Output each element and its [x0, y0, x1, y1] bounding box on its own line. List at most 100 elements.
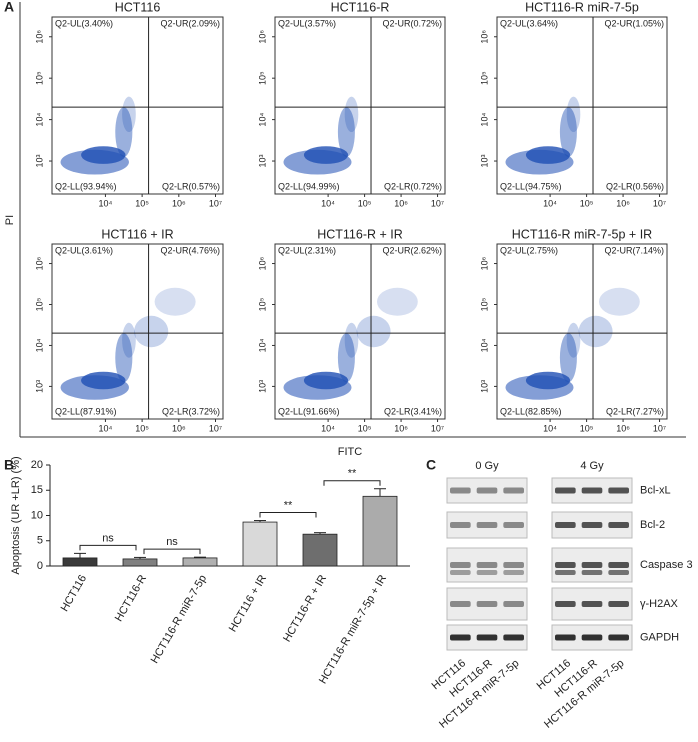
group-label: 4 Gy — [580, 460, 604, 472]
quadrant-label: Q2-LL(93.94%) — [55, 181, 117, 191]
x-tick-label: 10⁷ — [653, 198, 666, 208]
cell-density — [559, 107, 577, 157]
x-tick-label: 10⁴ — [321, 423, 335, 433]
y-tick-label: 10³ — [257, 380, 267, 393]
significance-label: ** — [348, 468, 357, 480]
cell-density — [115, 333, 133, 383]
plot-title: HCT116-R miR-7-5p — [525, 0, 639, 14]
y-tick-label: 10⁶ — [257, 30, 267, 44]
blot-band — [476, 570, 498, 575]
blot-band — [503, 562, 524, 568]
significance-label: ns — [102, 532, 114, 544]
x-tick-label: 10⁶ — [394, 198, 408, 208]
x-tick-label: HCT116-R — [113, 573, 149, 624]
y-tick-label: 0 — [37, 560, 43, 572]
blot-band — [608, 570, 629, 575]
quadrant-label: Q2-UL(3.40%) — [55, 18, 113, 28]
blot-band — [555, 634, 576, 641]
y-tick-label: 10⁴ — [34, 113, 44, 127]
blot-band — [503, 634, 524, 641]
x-tick-label: 10⁷ — [431, 198, 444, 208]
quadrant-label: Q2-UL(3.61%) — [55, 245, 113, 255]
blot-band — [450, 634, 471, 641]
blot-band — [581, 562, 603, 568]
quadrant-label: Q2-LR(0.56%) — [606, 181, 664, 191]
x-tick-label: 10⁴ — [543, 198, 557, 208]
cell-density — [115, 107, 133, 157]
bar — [242, 521, 278, 567]
blot-frame — [446, 587, 528, 621]
cell-density — [134, 315, 169, 348]
plot-title: HCT116-R miR-7-5p + IR — [512, 227, 652, 241]
x-tick-label: 10⁵ — [358, 423, 372, 433]
y-tick-label: 10³ — [34, 155, 44, 168]
protein-label: γ-H2AX — [640, 598, 679, 610]
blot-band — [555, 562, 576, 568]
cell-density — [578, 315, 613, 348]
x-tick-label: HCT116-R + IR — [281, 573, 329, 644]
y-tick-label: 10⁵ — [479, 71, 489, 85]
blot-band — [450, 601, 471, 607]
plot-title: HCT116 + IR — [101, 227, 173, 241]
blot-band — [608, 634, 629, 641]
blot-frame — [446, 547, 528, 583]
blot-band — [476, 634, 498, 641]
y-tick-label: 10³ — [34, 380, 44, 393]
quadrant-label: Q2-LR(3.72%) — [162, 406, 220, 416]
blot-band — [476, 562, 498, 568]
y-tick-label: 10⁵ — [257, 71, 267, 85]
blot-frame — [446, 511, 528, 539]
blot-band — [476, 522, 498, 528]
x-tick-label: 10⁶ — [616, 423, 630, 433]
blot-band — [608, 562, 629, 568]
blot-band — [555, 487, 576, 494]
y-tick-label: 10 — [31, 509, 43, 521]
y-tick-label: 10³ — [257, 155, 267, 168]
y-tick-label: 10⁵ — [257, 297, 267, 311]
blot-band — [450, 522, 471, 528]
x-axis-label: FITC — [338, 446, 362, 458]
protein-label: Bcl-2 — [640, 519, 665, 531]
blot-band — [503, 487, 524, 494]
cell-density — [337, 333, 355, 383]
bar — [122, 558, 158, 567]
blot-band — [608, 522, 629, 528]
quadrant-label: Q2-UL(2.31%) — [278, 245, 336, 255]
y-tick-label: 10⁴ — [34, 338, 44, 352]
significance-label: ** — [284, 499, 293, 511]
x-tick-label: 10⁶ — [616, 198, 630, 208]
x-tick-label: 10⁷ — [209, 198, 222, 208]
x-tick-label: 10⁷ — [653, 423, 666, 433]
quadrant-label: Q2-LR(0.57%) — [162, 181, 220, 191]
panel-label: C — [426, 457, 436, 473]
significance-bracket — [79, 544, 137, 551]
blot-band — [555, 570, 576, 575]
x-tick-label: 10⁵ — [580, 423, 594, 433]
quadrant-label: Q2-LL(94.99%) — [278, 181, 340, 191]
quadrant-label: Q2-UR(7.14%) — [604, 245, 664, 255]
x-tick-label: 10⁷ — [209, 423, 222, 433]
x-tick-label: 10⁶ — [172, 198, 186, 208]
blot-band — [450, 562, 471, 568]
cell-density — [154, 287, 196, 316]
quadrant-label: Q2-UR(1.05%) — [604, 18, 664, 28]
blot-band — [555, 601, 576, 607]
x-tick-label: 10⁵ — [135, 198, 149, 208]
cell-density — [599, 287, 640, 316]
cell-density — [81, 146, 126, 164]
y-tick-label: 10⁴ — [479, 113, 489, 127]
x-tick-label: 10⁶ — [394, 423, 408, 433]
cell-density — [337, 107, 355, 157]
quadrant-label: Q2-LR(0.72%) — [384, 181, 442, 191]
blot-band — [608, 601, 629, 607]
protein-label: Caspase 3 — [640, 559, 693, 571]
y-tick-label: 10⁶ — [34, 30, 44, 44]
blot-band — [581, 522, 603, 528]
blot-band — [581, 601, 603, 607]
quadrant-label: Q2-LL(82.85%) — [500, 406, 562, 416]
y-tick-label: 10⁴ — [257, 113, 267, 127]
cell-density — [559, 333, 577, 383]
y-tick-label: 10³ — [479, 155, 489, 168]
cell-density — [303, 146, 349, 164]
y-axis-label: PI — [4, 215, 16, 225]
